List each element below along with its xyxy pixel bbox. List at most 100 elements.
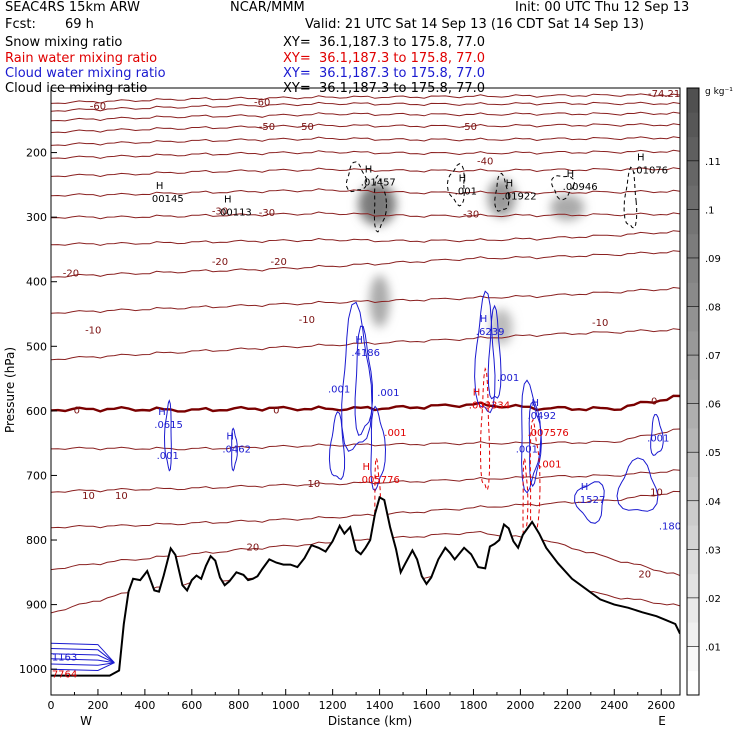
surface-cloud-contour (51, 642, 115, 664)
isotherm-line (51, 428, 680, 451)
mixing-ratio-contour (522, 458, 529, 544)
mixing-ratio-contour (487, 304, 502, 400)
isotherm-label: -50 (259, 122, 275, 133)
x-tick-label: 800 (228, 699, 249, 712)
mixing-ratio-contour (529, 418, 541, 562)
max-value-label: .001 (516, 445, 538, 456)
mixing-ratio-contour (550, 175, 575, 201)
colorbar-swatch (687, 185, 699, 210)
isotherm-label: -20 (63, 269, 79, 280)
mixing-ratio-contour (446, 163, 465, 207)
colorbar-unit: g kg⁻¹ (705, 87, 733, 97)
max-marker: H (531, 398, 539, 409)
colorbar-swatch (687, 330, 699, 356)
max-value-label: .00946 (563, 182, 598, 193)
forecast-label: Fcst: (5, 17, 36, 32)
colorbar-swatch (687, 257, 699, 283)
y-tick-label: 900 (26, 599, 47, 612)
y-tick-label: 200 (26, 147, 47, 160)
x-tick-label: 1600 (413, 699, 441, 712)
surface-cloud-contour (51, 662, 115, 672)
isotherm-line (51, 188, 680, 197)
contour-labels: -60 -60 -50 -50 -50 -40 -30 -30 -30 -20 -20 -20 -10 -… (49, 98, 680, 681)
isotherm-label: -30 (259, 208, 275, 219)
max-value-label: .001 (455, 186, 477, 197)
endpoint-west: W (80, 714, 92, 728)
colorbar-swatch (687, 282, 699, 308)
terrain (51, 495, 680, 695)
max-value-label: .001 (497, 373, 519, 384)
isotherm-label: 20 (638, 570, 651, 581)
max-value-label: .0615 (154, 420, 183, 431)
colorbar-swatch (687, 88, 699, 113)
isotherm-label: 10 (650, 488, 663, 499)
colorbar-tick-label: .08 (705, 303, 721, 314)
max-marker: H (567, 169, 575, 180)
isotherm-label: 10 (82, 491, 95, 502)
max-marker: H (362, 462, 370, 473)
max-value-label: .01076 (633, 166, 668, 177)
isotherm-label: -10 (85, 326, 101, 337)
isotherm-label: -60 (90, 101, 106, 112)
colorbar-tick-label: .09 (705, 254, 721, 265)
colorbar-tick-label: .01 (705, 642, 721, 653)
max-value-label: .001 (328, 385, 350, 396)
isotherm-line (51, 167, 680, 178)
colorbar-tick-label: .1 (705, 205, 715, 216)
colorbar-swatch (687, 622, 699, 647)
x-tick-label: 200 (87, 699, 108, 712)
hydrometeor-contours (51, 161, 664, 672)
max-value-label: .0462 (222, 445, 251, 456)
isotherm-label: -20 (270, 257, 286, 268)
x-tick-label: 2000 (506, 699, 534, 712)
colorbar-swatch (687, 355, 699, 380)
isotherm-line (51, 490, 680, 529)
mixing-ratio-contour (373, 174, 388, 233)
max-value-label: .001 (377, 388, 399, 399)
x-tick-label: 1000 (272, 699, 300, 712)
y-tick-label: 1000 (19, 663, 47, 676)
isotherm-line (51, 93, 680, 105)
surface-cloud-contour (51, 662, 115, 666)
y-tick-label: 600 (26, 405, 47, 418)
endpoint-east: E (658, 714, 666, 728)
colorbar-swatch (687, 112, 699, 138)
colorbar-tick-label: .06 (705, 400, 721, 411)
isotherm-line (51, 230, 680, 246)
max-value-label: .003334 (469, 401, 510, 412)
isotherm-label: -10 (299, 315, 315, 326)
valid-time: Valid: 21 UTC Sat 14 Sep 13 (16 CDT Sat … (305, 17, 645, 32)
y-tick-label: 400 (26, 276, 47, 289)
mixing-ratio-contour (374, 457, 382, 544)
surface-cloud-contour (51, 653, 115, 664)
colorbar-tick-label: .11 (705, 157, 721, 168)
plot-frame (50, 87, 681, 696)
temperature-contours (51, 93, 680, 614)
isotherm-line (51, 149, 680, 160)
forecast-hours: 69 h (65, 17, 94, 32)
x-tick-label: 2200 (553, 699, 581, 712)
x-tick-label: 0 (48, 699, 55, 712)
colorbar-swatch (687, 573, 699, 599)
colorbar-swatch (687, 597, 699, 623)
mixing-ratio-contour (521, 379, 542, 494)
y-axis-label: Pressure (hPa) (3, 347, 17, 433)
colorbar-swatch (687, 476, 699, 502)
field-rain-label: Rain water mixing ratio (5, 51, 158, 66)
x-tick-label: 600 (181, 699, 202, 712)
ice-shading-layer (358, 178, 585, 345)
isotherm-label: -20 (212, 257, 228, 268)
max-marker: H (581, 482, 589, 493)
mixing-ratio-contour (616, 457, 659, 512)
max-marker: H (473, 388, 481, 399)
max-value-label: .1163 (49, 653, 78, 664)
init-time: Init: 00 UTC Thu 12 Sep 13 (515, 0, 690, 15)
max-marker: H (158, 407, 166, 418)
y-tick-label: 800 (26, 534, 47, 547)
mixing-ratio-contour (479, 367, 491, 492)
max-value-label: .007576 (527, 428, 568, 439)
isotherm-label: 10 (115, 491, 128, 502)
mixing-ratio-contour (528, 401, 542, 488)
max-marker: H (637, 153, 645, 164)
